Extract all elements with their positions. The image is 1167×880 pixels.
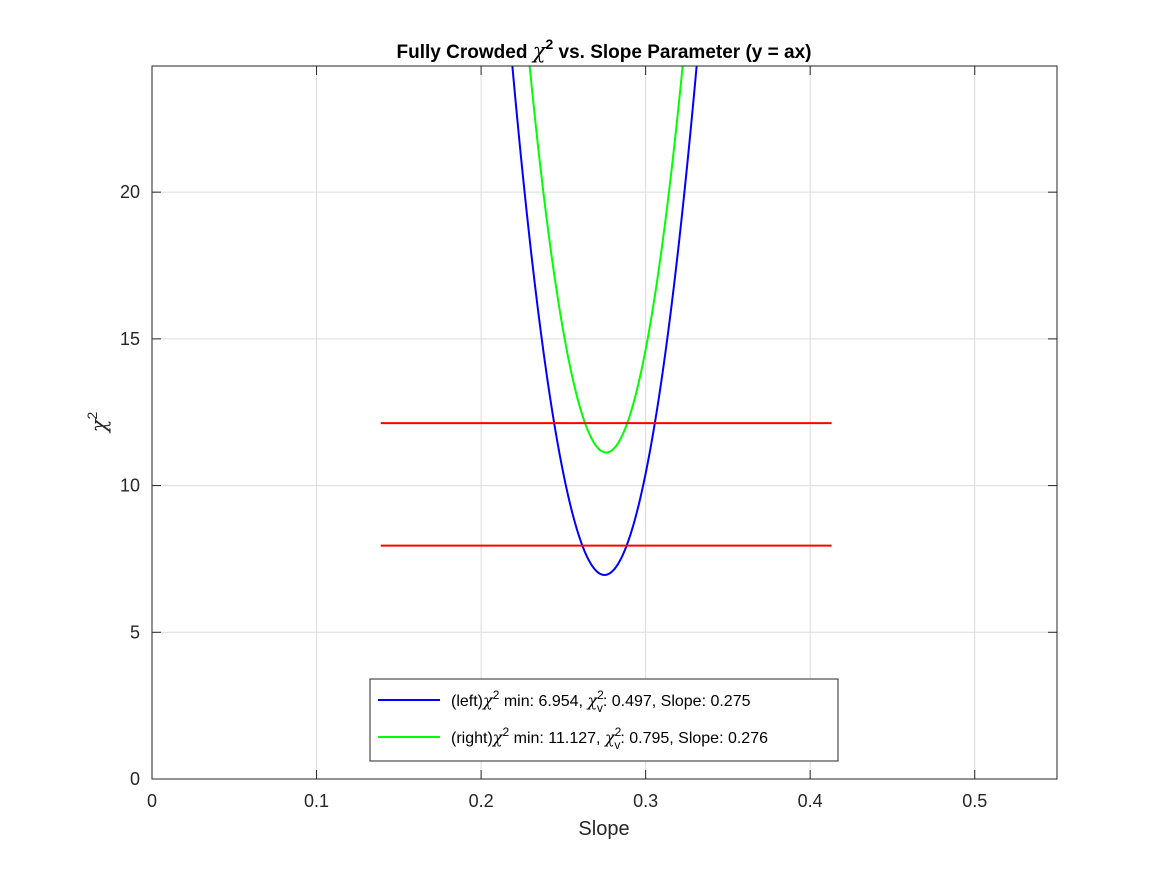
legend-right-pre: (right) [451, 730, 493, 747]
title-prefix: Fully Crowded [397, 42, 533, 63]
x-tick-label: 0.4 [798, 791, 823, 811]
legend-right-sub2: v [614, 738, 620, 752]
y-axis-chi-symbol: χ [87, 418, 111, 434]
y-tick-label: 20 [120, 182, 140, 202]
legend-right-sup2: 2 [615, 725, 622, 739]
tick-labels: 0 0.1 0.2 0.3 0.4 0.5 0 5 10 15 20 [120, 182, 987, 811]
title-chi-symbol: χ [531, 39, 547, 63]
legend-left-chi: χ [482, 691, 494, 710]
chart-title: Fully Crowded χ2 vs. Slope Parameter (y … [397, 36, 812, 63]
legend-right-mid: min: 11.127, [509, 730, 605, 747]
legend-right-chi: χ [492, 728, 504, 747]
x-tick-label: 0 [147, 791, 157, 811]
title-superscript: 2 [545, 36, 553, 52]
legend-left-chi2: χ [586, 691, 598, 710]
title-suffix: vs. Slope Parameter (y = ax) [553, 42, 811, 63]
series-layer [380, 66, 832, 576]
y-tick-label: 15 [120, 329, 140, 349]
x-tick-label: 0.2 [469, 791, 494, 811]
legend-left-mid: min: 6.954, [499, 693, 587, 710]
legend-right-post: : 0.795, Slope: 0.276 [620, 730, 768, 747]
legend-right-chi2: χ [604, 728, 616, 747]
x-axis-label: Slope [578, 818, 629, 840]
legend-left-post: : 0.497, Slope: 0.275 [603, 693, 751, 710]
legend-entry-right: (right)χ2 min: 11.127, χ2 v: 0.795, Slope… [451, 725, 768, 752]
series-left-line [511, 66, 698, 576]
y-tick-label: 10 [120, 476, 140, 496]
y-tick-label: 5 [130, 622, 140, 642]
x-tick-label: 0.1 [304, 791, 329, 811]
legend-box [369, 678, 839, 762]
x-tick-label: 0.3 [633, 791, 658, 811]
legend-left-sup: 2 [493, 688, 500, 702]
legend-left-sub2: v [597, 701, 603, 715]
legend-left-sup2: 2 [597, 688, 604, 702]
y-axis-superscript: 2 [84, 412, 100, 420]
legend-entry-left: (left)χ2 min: 6.954, χ2 v: 0.497, Slope: … [451, 688, 751, 715]
legend: (left)χ2 min: 6.954, χ2 v: 0.497, Slope: … [369, 678, 839, 762]
series-right-line [528, 66, 684, 454]
legend-right-sup: 2 [502, 725, 509, 739]
y-tick-label: 0 [130, 769, 140, 789]
tick-marks [151, 66, 1057, 780]
legend-left-pre: (left) [451, 693, 483, 710]
x-tick-label: 0.5 [962, 791, 987, 811]
axes-box [151, 65, 1058, 780]
y-axis-label: χ2 [84, 412, 111, 435]
